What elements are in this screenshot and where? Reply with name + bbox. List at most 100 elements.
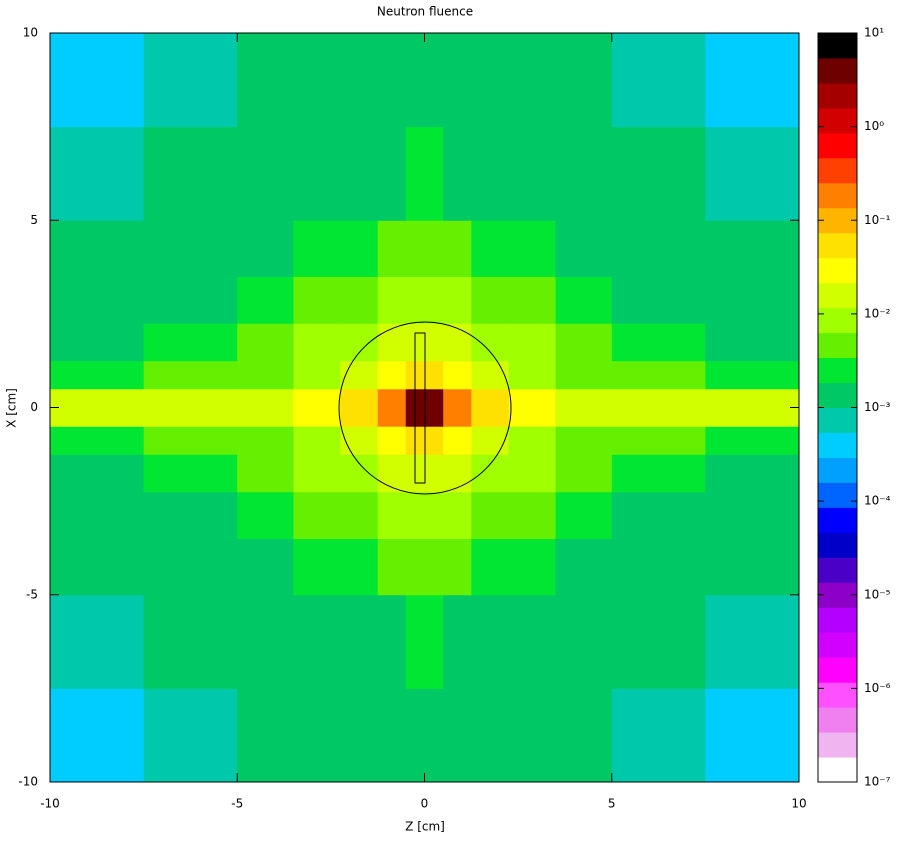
heatmap-cell — [143, 33, 238, 128]
colorbar-tick-label: 10⁻² — [864, 306, 891, 320]
heatmap-cell — [405, 594, 444, 689]
heatmap-cell — [508, 594, 557, 689]
heatmap-cell — [555, 388, 613, 427]
colorbar-band — [818, 107, 857, 134]
heatmap-cell — [508, 360, 557, 390]
heatmap-cell — [508, 538, 557, 596]
colorbar-band — [818, 232, 857, 259]
heatmap-cell — [143, 454, 238, 493]
colorbar-tick-label: 10⁰ — [864, 119, 884, 133]
heatmap-cell — [237, 323, 294, 362]
heatmap-cell — [377, 323, 407, 362]
heatmap-cell — [293, 594, 341, 689]
colorbar-band — [818, 357, 857, 384]
heatmap-cell — [143, 126, 238, 221]
colorbar-band — [818, 282, 857, 309]
heatmap-cell — [293, 220, 341, 277]
heatmap-cell — [293, 360, 341, 390]
colorbar-band — [818, 532, 857, 558]
heatmap-cell — [611, 491, 706, 540]
heatmap-cell — [705, 276, 800, 324]
heatmap-cell — [508, 33, 557, 128]
heatmap-cell — [377, 276, 407, 324]
colorbar-tick-label: 10⁻³ — [864, 400, 891, 414]
heatmap-cell — [443, 33, 472, 128]
heatmap-cell — [143, 220, 238, 277]
heatmap-cell — [340, 33, 379, 128]
heatmap-cell — [471, 454, 510, 493]
geometry-overlay — [338, 321, 512, 495]
heatmap-cell — [611, 426, 706, 455]
heatmap-cell — [508, 688, 557, 783]
heatmap-cell — [611, 220, 706, 277]
heatmap-cell — [443, 220, 472, 277]
heatmap-cell — [611, 360, 706, 390]
heatmap-cell — [237, 276, 294, 324]
heatmap-cell — [611, 594, 706, 689]
heatmap-cell — [50, 538, 145, 596]
heatmap-cell — [705, 688, 800, 783]
heatmap-cell — [377, 594, 407, 689]
heatmap-cell — [705, 491, 800, 540]
heatmap-cell — [443, 360, 472, 390]
heatmap-cell — [705, 323, 800, 362]
heatmap-cell — [237, 126, 294, 221]
heatmap-cell — [705, 126, 800, 221]
heatmap-cell — [471, 538, 510, 596]
heatmap-cell — [405, 33, 444, 128]
x-tick-label: -5 — [231, 797, 243, 811]
heatmap-cell — [50, 688, 145, 783]
heatmap-cell — [471, 426, 510, 455]
colorbar-band — [818, 632, 857, 658]
heatmap-cell — [340, 538, 379, 596]
heatmap-cell — [377, 388, 407, 427]
heatmap-cell — [611, 454, 706, 493]
heatmap-cell — [293, 323, 341, 362]
heatmap-cell — [340, 276, 379, 324]
heatmap-cell — [377, 360, 407, 390]
colorbar-band — [818, 482, 857, 508]
heatmap-cell — [705, 388, 800, 427]
colorbar-tick-label: 10⁻⁴ — [864, 494, 891, 508]
heatmap-cell — [340, 220, 379, 277]
heatmap-cell — [143, 594, 238, 689]
heatmap-cell — [555, 220, 613, 277]
heatmap-cell — [377, 688, 407, 783]
heatmap-cell — [443, 388, 472, 427]
x-tick-label: 5 — [608, 797, 616, 811]
y-tick-label: -5 — [26, 587, 38, 601]
heatmap-cell — [237, 688, 294, 783]
heatmap-cell — [237, 594, 294, 689]
heatmap-cell — [508, 276, 557, 324]
heatmap-cell — [143, 426, 238, 455]
colorbar-band — [818, 157, 857, 184]
colorbar-band — [818, 182, 857, 209]
heatmap-cell — [340, 454, 379, 493]
heatmap-cell — [143, 323, 238, 362]
heatmap-cell — [705, 360, 800, 390]
heatmap-cell — [443, 426, 472, 455]
heatmap-cell — [340, 688, 379, 783]
colorbar-tick-label: 10⁻⁵ — [864, 587, 891, 601]
heatmap-cell — [508, 491, 557, 540]
heatmap-cell — [611, 688, 706, 783]
heatmap-cell — [340, 388, 379, 427]
heatmap-cell — [508, 388, 557, 427]
colorbar-band — [818, 432, 857, 458]
colorbar-band — [818, 332, 857, 359]
colorbar-band — [818, 732, 857, 758]
heatmap-cell — [705, 220, 800, 277]
heatmap-cell — [555, 126, 613, 221]
heatmap-cell — [340, 323, 379, 362]
heatmap-cell — [237, 388, 294, 427]
heatmap-cell — [555, 426, 613, 455]
heatmap-cell — [293, 126, 341, 221]
heatmap-cell — [471, 323, 510, 362]
heatmap-cell — [377, 126, 407, 221]
heatmap-cell — [293, 491, 341, 540]
heatmap-cell — [293, 688, 341, 783]
heatmap-cell — [293, 276, 341, 324]
heatmap-cell — [377, 454, 407, 493]
heatmap-cell — [611, 33, 706, 128]
heatmap-cell — [293, 33, 341, 128]
